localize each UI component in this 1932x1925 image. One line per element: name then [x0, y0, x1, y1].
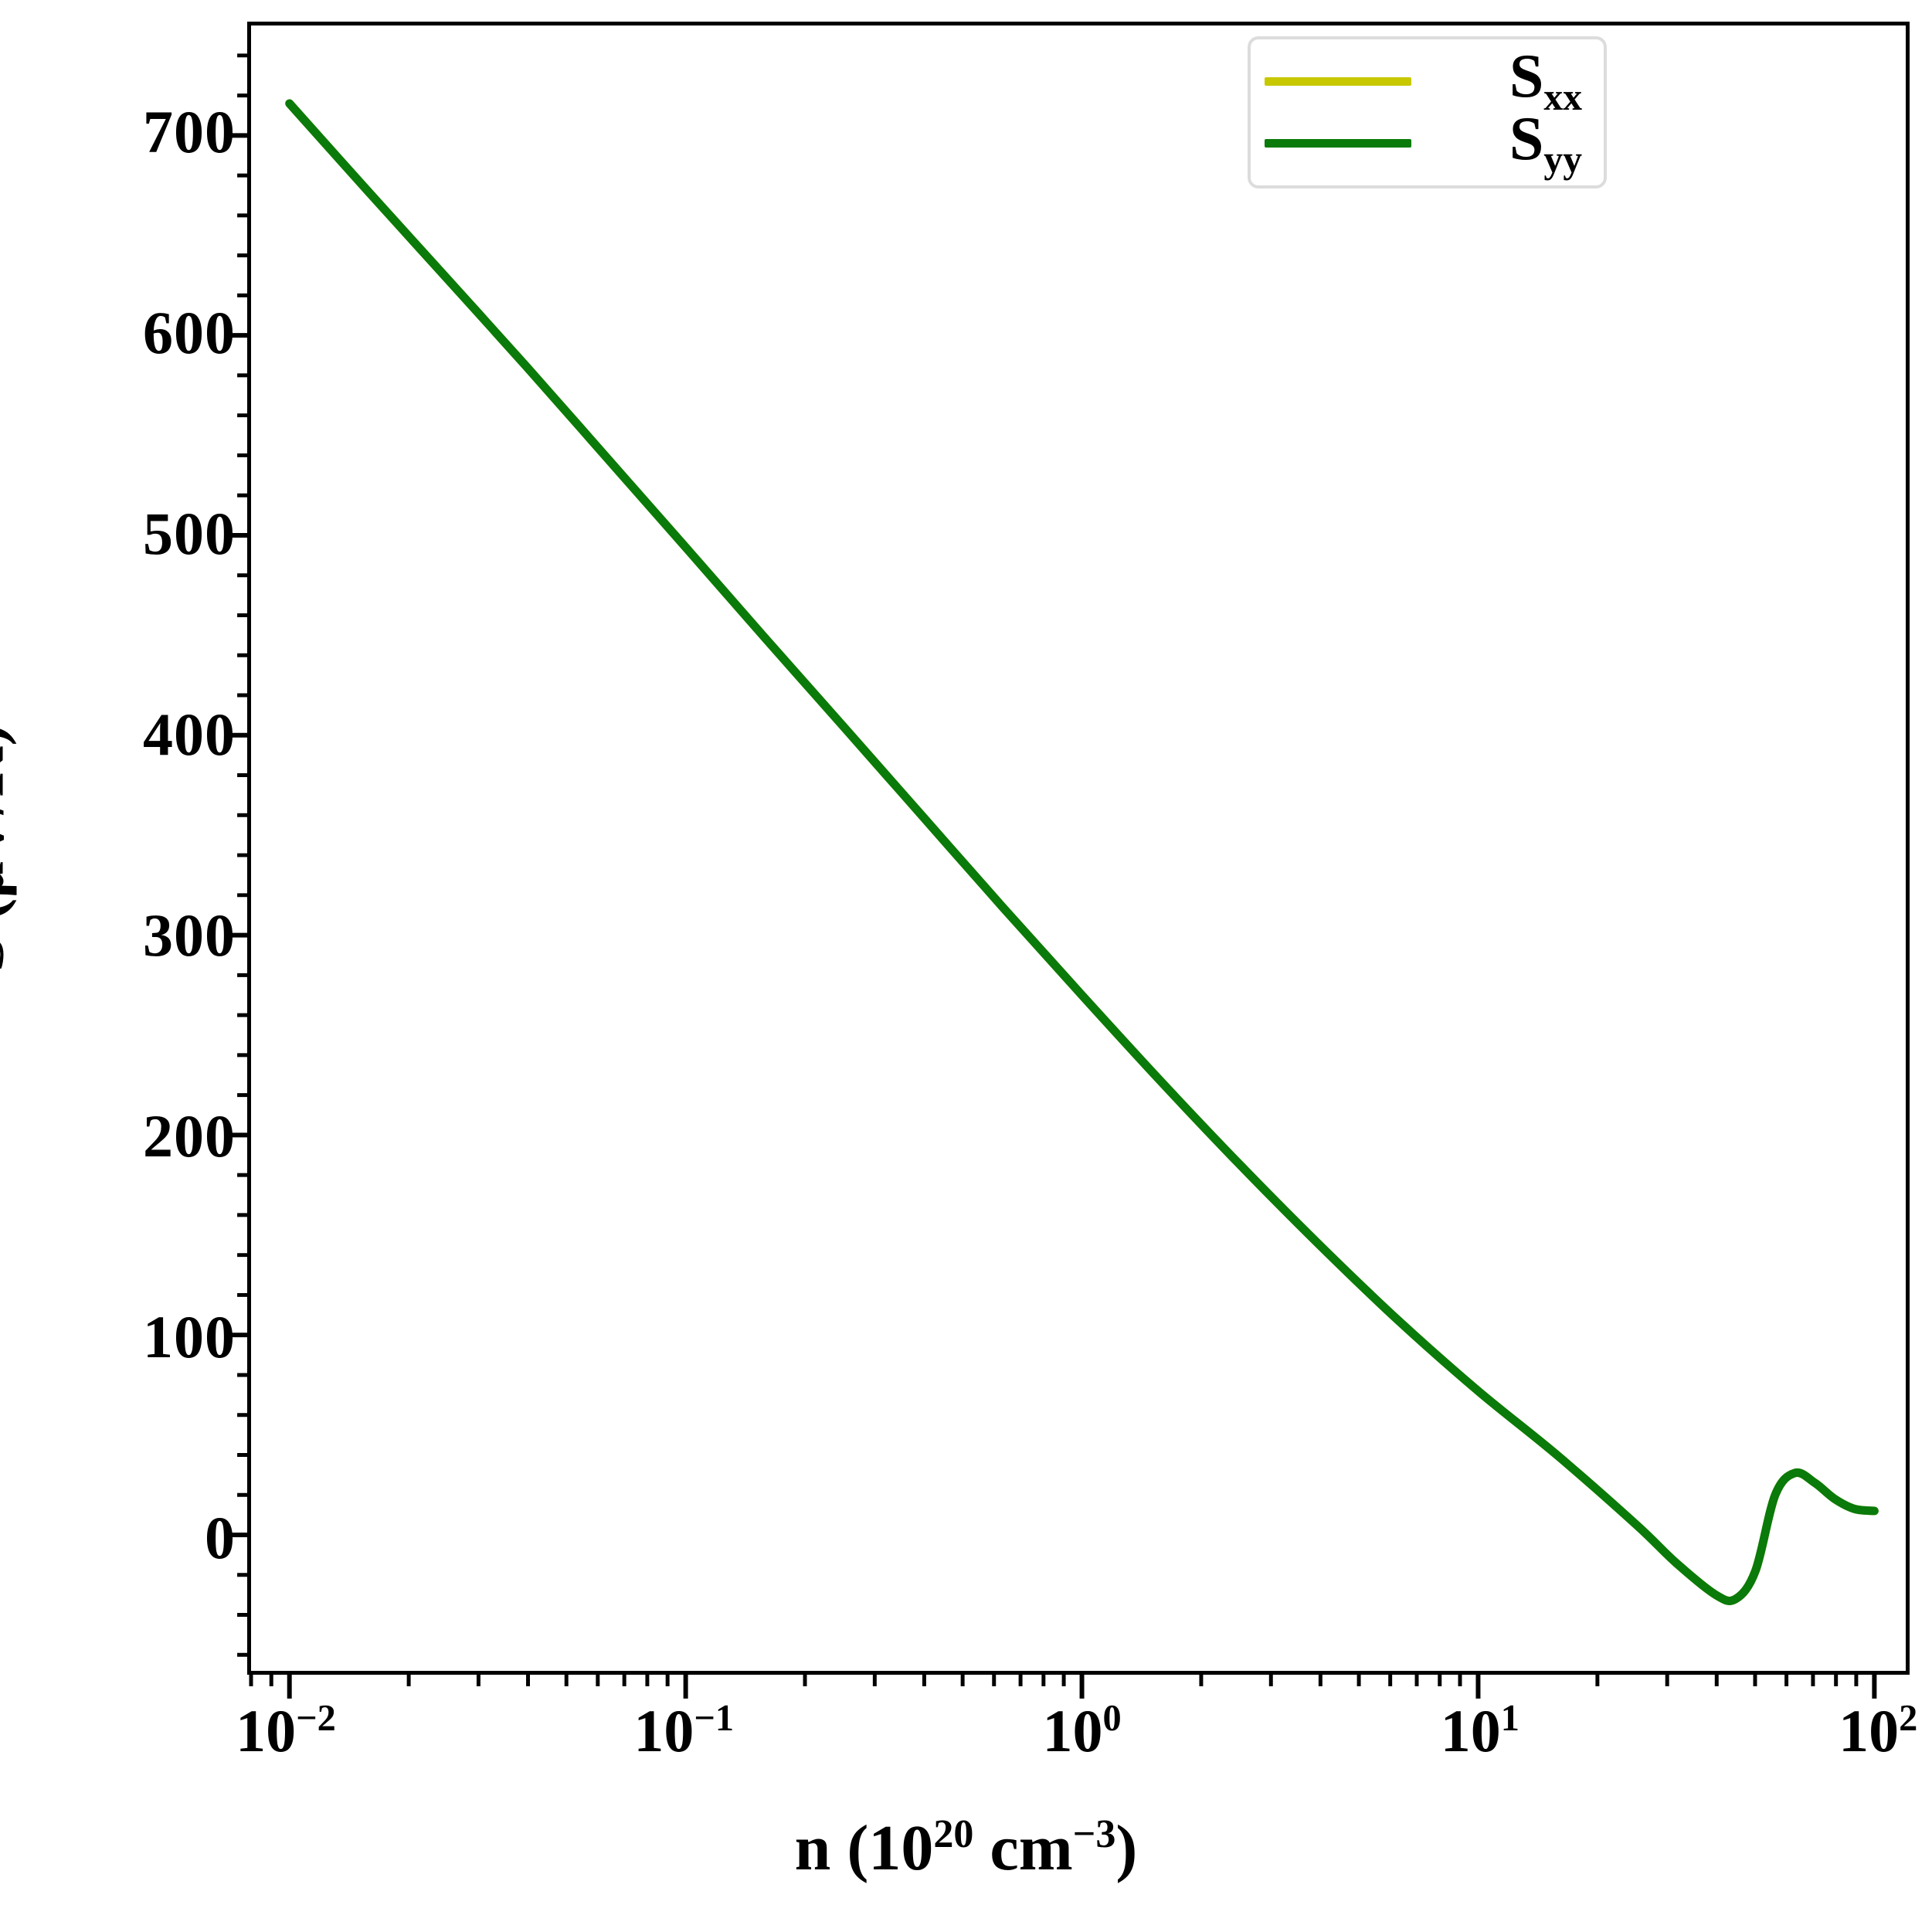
x-tick-label: 10−2: [236, 1696, 336, 1766]
plot-svg: [225, 53, 1879, 1699]
y-tick-label: 500: [143, 500, 236, 568]
y-axis-label: S (μV/K): [0, 724, 18, 973]
x-axis-label-mid: cm: [973, 1812, 1073, 1884]
y-tick-label: 0: [205, 1504, 236, 1572]
x-axis-label-exponent-minus3: −3: [1072, 1812, 1116, 1856]
x-axis-label: n (1020 cm−3): [0, 1811, 1932, 1886]
legend-item-sxx[interactable]: Sxx: [1265, 46, 1587, 117]
legend-label-base: S: [1509, 104, 1544, 173]
y-tick-label: 700: [143, 98, 236, 165]
x-tick-mantissa: 10: [1839, 1697, 1900, 1764]
legend-item-syy[interactable]: Syy: [1265, 108, 1587, 178]
y-tick-label: 400: [143, 701, 236, 769]
x-tick-exponent: −2: [296, 1698, 336, 1739]
x-tick-exponent: 2: [1899, 1698, 1918, 1739]
x-axis-label-prefix: n (10: [794, 1812, 934, 1884]
legend-box[interactable]: Sxx Syy: [1248, 36, 1607, 188]
x-tick-mantissa: 10: [1440, 1697, 1501, 1764]
x-tick-label: 100: [1042, 1696, 1121, 1766]
x-tick-mantissa: 10: [633, 1697, 694, 1764]
x-tick-mantissa: 10: [236, 1697, 297, 1764]
series-line-s_yy: [285, 99, 1879, 1605]
legend-label: Syy: [1411, 108, 1587, 179]
x-axis-label-suffix: ): [1115, 1812, 1138, 1884]
plot-axes: [225, 22, 1910, 1699]
series-line-s_xx: [285, 99, 1879, 1605]
y-tick-marks: [225, 53, 251, 1657]
legend-line-swatch: [1265, 76, 1411, 86]
y-tick-label: 200: [143, 1102, 236, 1170]
legend-line-swatch: [1265, 139, 1411, 148]
x-tick-mantissa: 10: [1042, 1697, 1103, 1764]
x-tick-marks: [249, 1671, 1877, 1699]
x-tick-exponent: 1: [1500, 1698, 1519, 1739]
y-tick-label: 100: [143, 1303, 236, 1371]
x-tick-label: 102: [1839, 1696, 1917, 1766]
x-tick-label: 10−1: [633, 1696, 734, 1766]
y-tick-label: 300: [143, 901, 236, 969]
legend-label-subscript: xx: [1543, 76, 1582, 119]
legend-label-subscript: yy: [1543, 138, 1582, 181]
legend-label-base: S: [1509, 42, 1544, 111]
x-tick-label: 101: [1441, 1696, 1519, 1766]
x-tick-exponent: −1: [694, 1698, 735, 1739]
data-series-group: [285, 99, 1879, 1605]
y-tick-label: 600: [143, 299, 236, 367]
legend-label: Sxx: [1411, 46, 1587, 117]
x-tick-exponent: 0: [1102, 1698, 1122, 1739]
x-axis-label-exponent-20: 20: [933, 1812, 974, 1856]
